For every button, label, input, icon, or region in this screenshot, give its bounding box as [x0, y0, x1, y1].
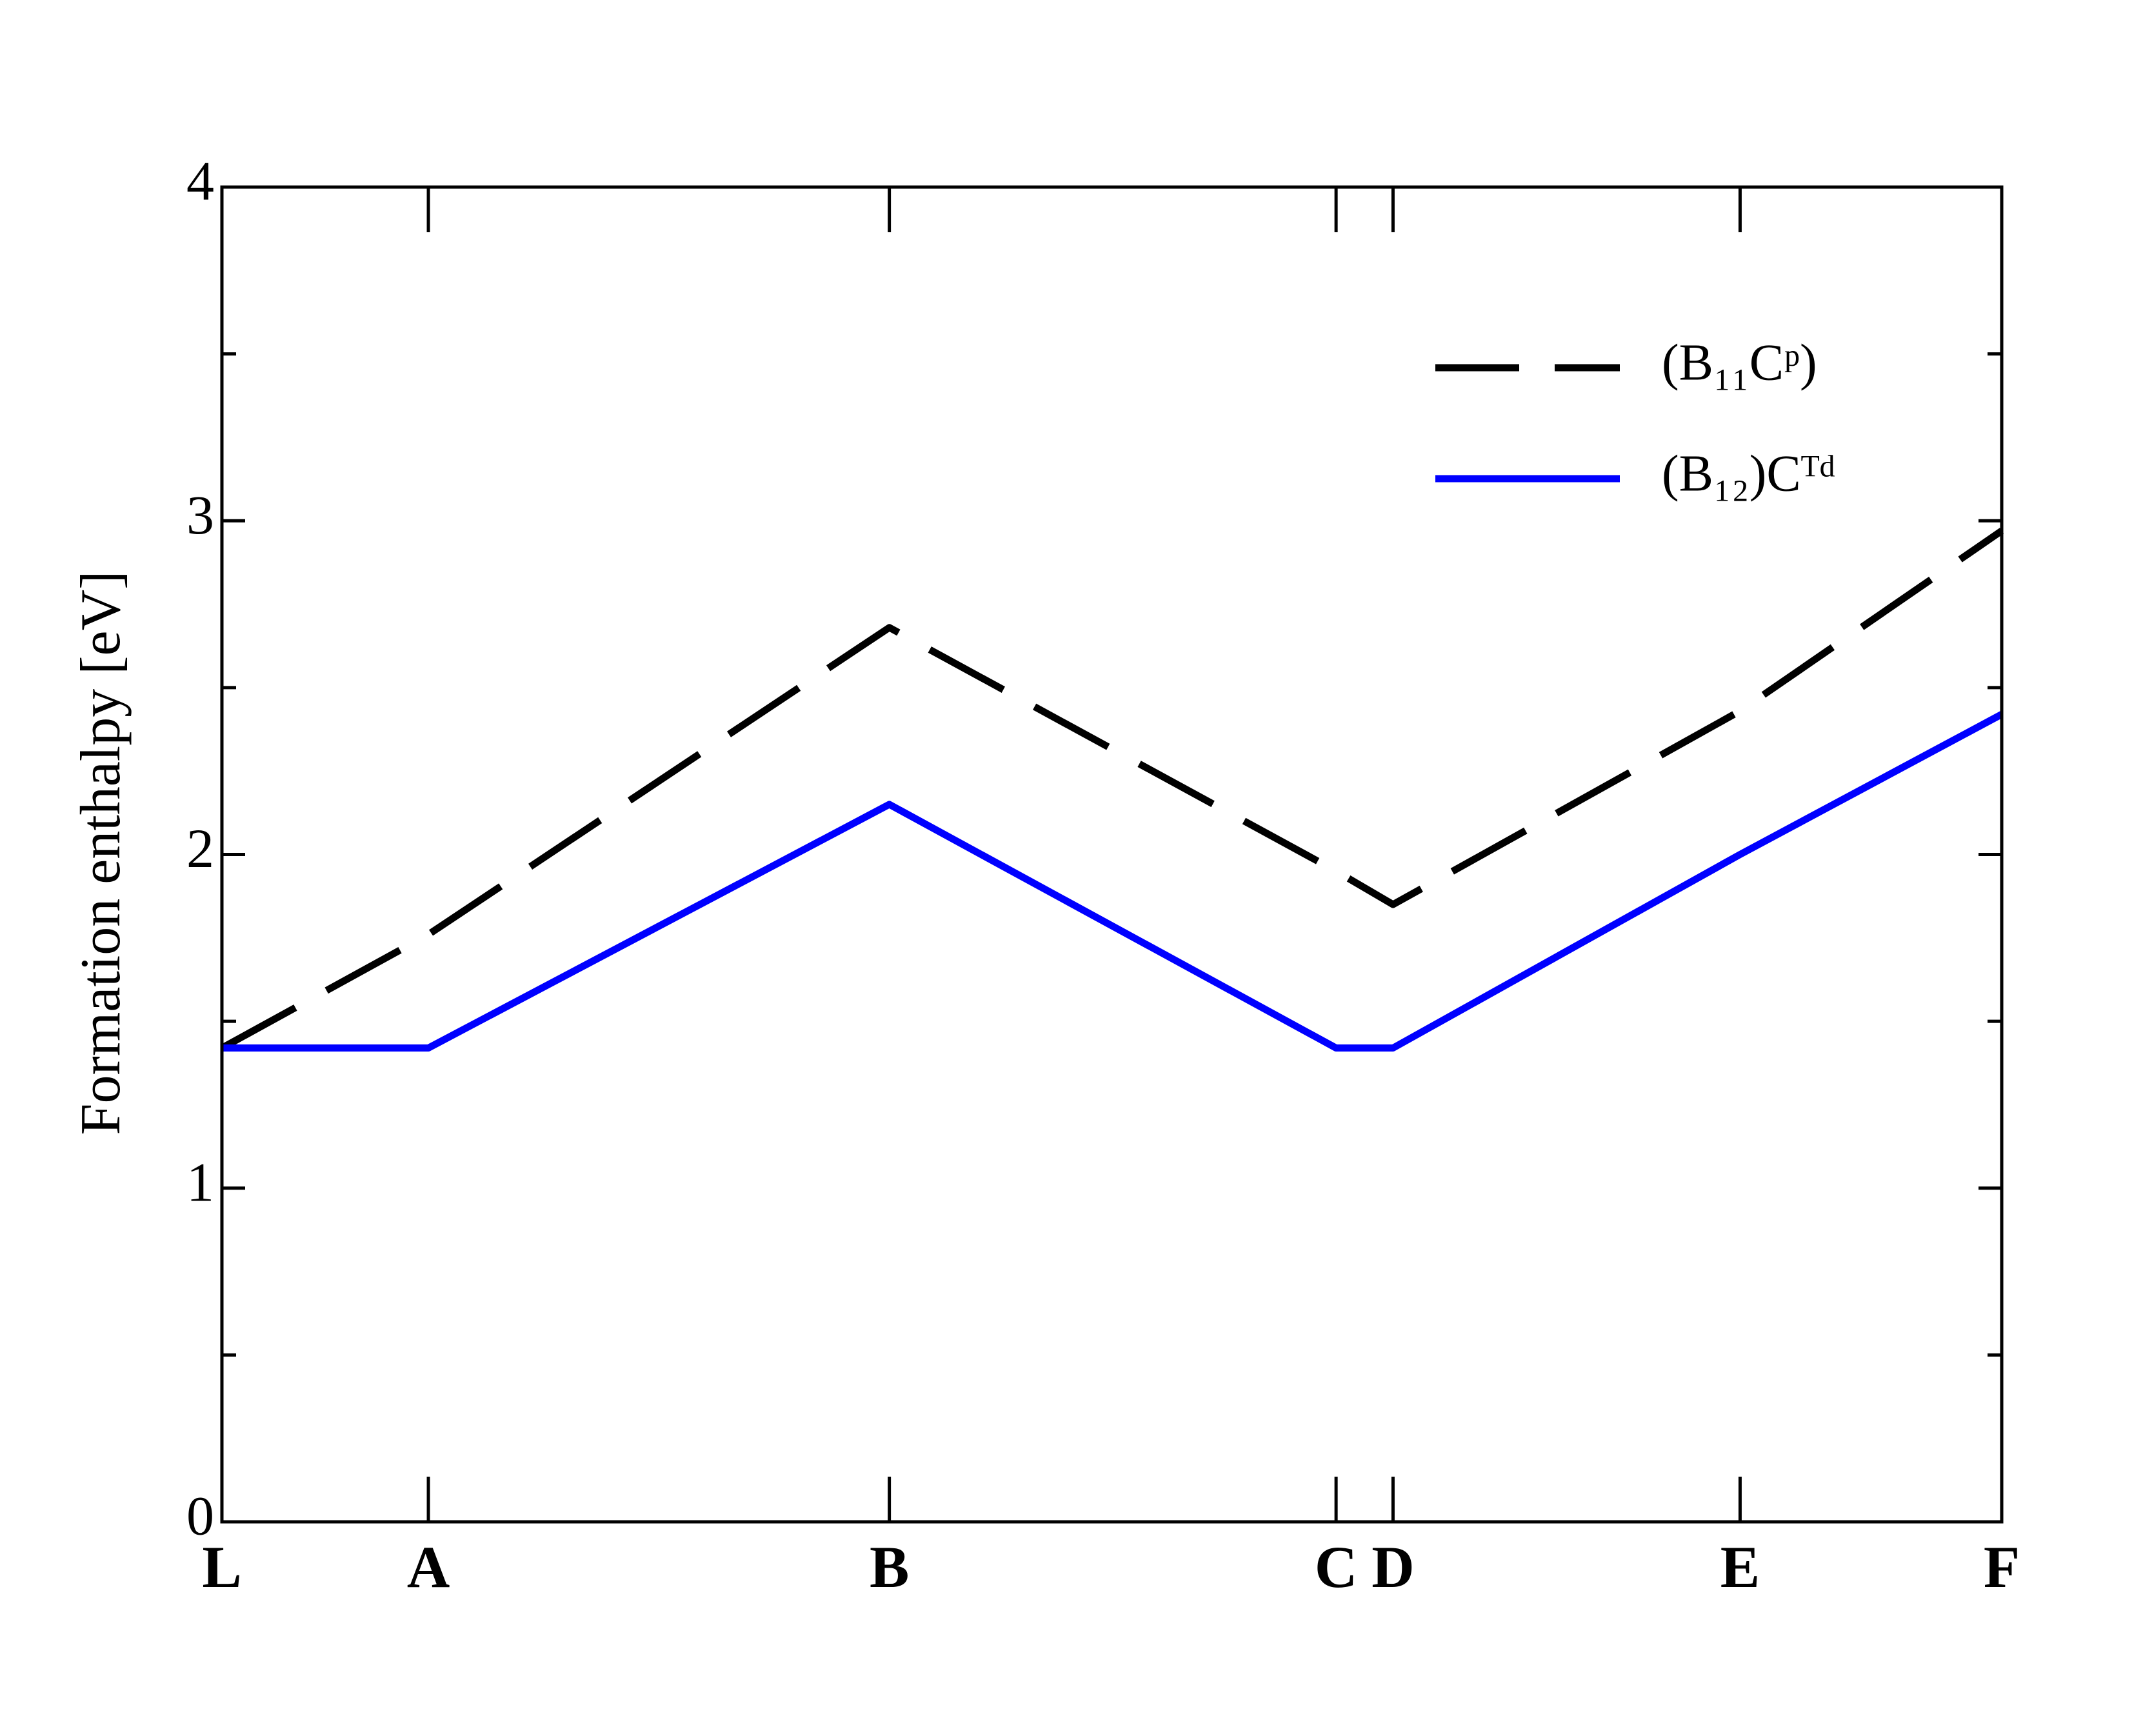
y-axis-label: Formation enthalpy [eV] [70, 571, 132, 1135]
x-tick-label: E [1720, 1534, 1760, 1600]
x-tick-label: B [870, 1534, 909, 1600]
x-tick-label: F [1984, 1534, 2020, 1600]
legend-label: (B₁₂)Cᵀᵈ [1662, 445, 1836, 502]
y-tick-label: 2 [186, 817, 214, 879]
series-line [222, 711, 2004, 1052]
y-tick-label: 3 [186, 484, 214, 546]
x-tick-label: D [1371, 1534, 1414, 1600]
x-tick-label: A [407, 1534, 450, 1600]
x-tick-label: L [202, 1534, 241, 1600]
series-line [220, 528, 2004, 1052]
plot-frame [220, 185, 2004, 1524]
legend-label: (B₁₁Cᵖ) [1662, 334, 1817, 391]
y-tick-label: 4 [186, 150, 214, 212]
x-tick-label: C [1315, 1534, 1357, 1600]
y-tick-label: 1 [186, 1151, 214, 1213]
y-tick-label: 0 [186, 1485, 214, 1547]
